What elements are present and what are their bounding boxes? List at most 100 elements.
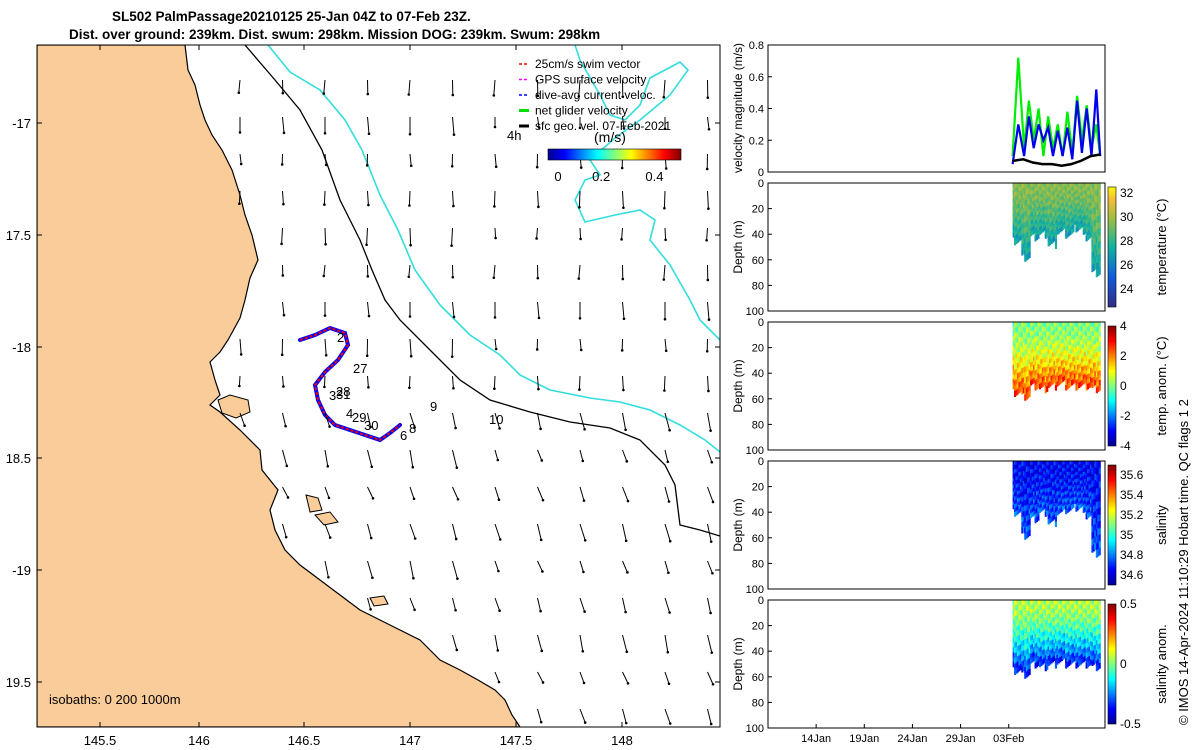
heatmap-cell	[1088, 194, 1091, 200]
heatmap-cell	[1027, 332, 1030, 339]
heatmap-cell	[1022, 228, 1025, 235]
heatmap-cell	[1078, 623, 1081, 629]
velocity-arrow	[537, 671, 544, 683]
heatmap-cell	[1068, 496, 1071, 501]
heatmap-cell	[1078, 186, 1081, 191]
velocity-arrow-head	[535, 237, 538, 240]
heatmap-cell	[1022, 471, 1025, 477]
heatmap-cell	[1088, 373, 1091, 379]
heatmap-cell	[1068, 656, 1071, 662]
velocity-arrow-head	[625, 650, 629, 654]
heatmap-cell	[1022, 491, 1025, 497]
heatmap-cell	[1079, 344, 1082, 351]
heatmap-cell	[1047, 200, 1050, 207]
heatmap-cell	[1050, 322, 1053, 328]
heatmap-cell	[1087, 360, 1090, 366]
heatmap-cell	[1043, 189, 1046, 194]
heatmap-cell	[1094, 486, 1097, 494]
heatmap-cell	[1056, 367, 1059, 373]
heatmap-cell	[1084, 604, 1087, 610]
heatmap-cell	[1090, 499, 1093, 504]
heatmap-cell	[1024, 377, 1027, 385]
heatmap-cell	[1022, 635, 1025, 641]
heatmap-cell	[1091, 326, 1094, 333]
heatmap-cell	[1091, 461, 1094, 469]
velocity-arrow-head	[323, 385, 326, 389]
heatmap-cell	[1098, 360, 1101, 367]
heatmap-cell	[1018, 625, 1021, 631]
heatmap-cell	[1054, 465, 1057, 472]
heatmap-cell	[1035, 211, 1038, 216]
heatmap-cell	[1090, 507, 1093, 512]
velocity-arrow-head	[626, 571, 629, 574]
heatmap-cell	[1097, 331, 1100, 338]
velocity-arrow	[579, 671, 585, 684]
heatmap-cell	[1059, 482, 1062, 488]
heatmap-cell	[1050, 238, 1053, 244]
velocity-arrow	[493, 190, 496, 207]
heatmap-cell	[1065, 198, 1068, 204]
depth-y-tick-label: 60	[752, 533, 764, 545]
heatmap-cell	[1090, 627, 1093, 633]
heatmap-cell	[1063, 342, 1066, 348]
heatmap-cell	[1071, 322, 1074, 328]
heatmap-cell	[1094, 183, 1097, 190]
heatmap-cell	[1047, 656, 1050, 662]
heatmap-cell	[1072, 348, 1075, 354]
heatmap-cell	[1090, 217, 1093, 223]
heatmap-cell	[1028, 471, 1031, 478]
heatmap-cell	[1033, 190, 1036, 195]
heatmap-cell	[1063, 632, 1066, 638]
heatmap-cell	[1079, 326, 1082, 332]
heatmap-cell	[1085, 624, 1088, 630]
heatmap-cell	[1060, 630, 1063, 636]
heatmap-cell	[1050, 357, 1053, 363]
heatmap-cell	[1081, 499, 1084, 504]
heatmap-cell	[1079, 192, 1082, 197]
heatmap-cell	[1079, 322, 1082, 328]
heatmap-cell	[1091, 368, 1094, 374]
heatmap-cell	[1031, 617, 1034, 623]
heatmap-cell	[1019, 207, 1022, 212]
heatmap-cell	[1092, 349, 1095, 355]
heatmap-cell	[1027, 605, 1030, 612]
heatmap-cell	[1078, 215, 1081, 220]
heatmap-cell	[1094, 649, 1097, 655]
heatmap-cell	[1062, 209, 1065, 214]
day-label: 9	[430, 399, 437, 414]
heatmap-cell	[1015, 499, 1018, 504]
heatmap-cell	[1098, 375, 1101, 381]
velocity-arrow	[323, 264, 326, 276]
heatmap-cell	[1016, 337, 1019, 344]
heatmap-cell	[1028, 337, 1031, 344]
heatmap-cell	[1028, 519, 1031, 526]
heatmap-cell	[1073, 655, 1076, 661]
heatmap-cell	[1018, 645, 1021, 652]
velocity-arrow	[493, 79, 496, 96]
heatmap-cell	[1019, 183, 1022, 188]
heatmap-cell	[1095, 352, 1098, 358]
heatmap-cell	[1016, 363, 1019, 369]
heatmap-cell	[1072, 477, 1075, 482]
heatmap-cell	[1088, 609, 1091, 615]
heatmap-cell	[1025, 365, 1028, 373]
velocity-arrow-head	[541, 498, 545, 502]
heatmap-cell	[1046, 614, 1049, 621]
heatmap-cell	[1035, 195, 1038, 200]
heatmap-cell	[1034, 187, 1037, 192]
velocity-arrow	[537, 190, 539, 207]
heatmap-cell	[1057, 229, 1060, 234]
heatmap-cell	[1018, 665, 1021, 672]
heatmap-cell	[1062, 206, 1065, 211]
heatmap-cell	[1060, 183, 1063, 188]
heatmap-cell	[1027, 493, 1030, 500]
heatmap-cell	[1066, 472, 1069, 477]
heatmap-cell	[1050, 495, 1053, 501]
heatmap-cell	[1021, 507, 1024, 513]
heatmap-cell	[1065, 206, 1068, 212]
heatmap-cell	[1079, 480, 1082, 485]
heatmap-cell	[1044, 600, 1047, 606]
velocity-arrow	[281, 227, 283, 244]
heatmap-cell	[1079, 477, 1082, 482]
heatmap-cell	[1079, 461, 1082, 466]
